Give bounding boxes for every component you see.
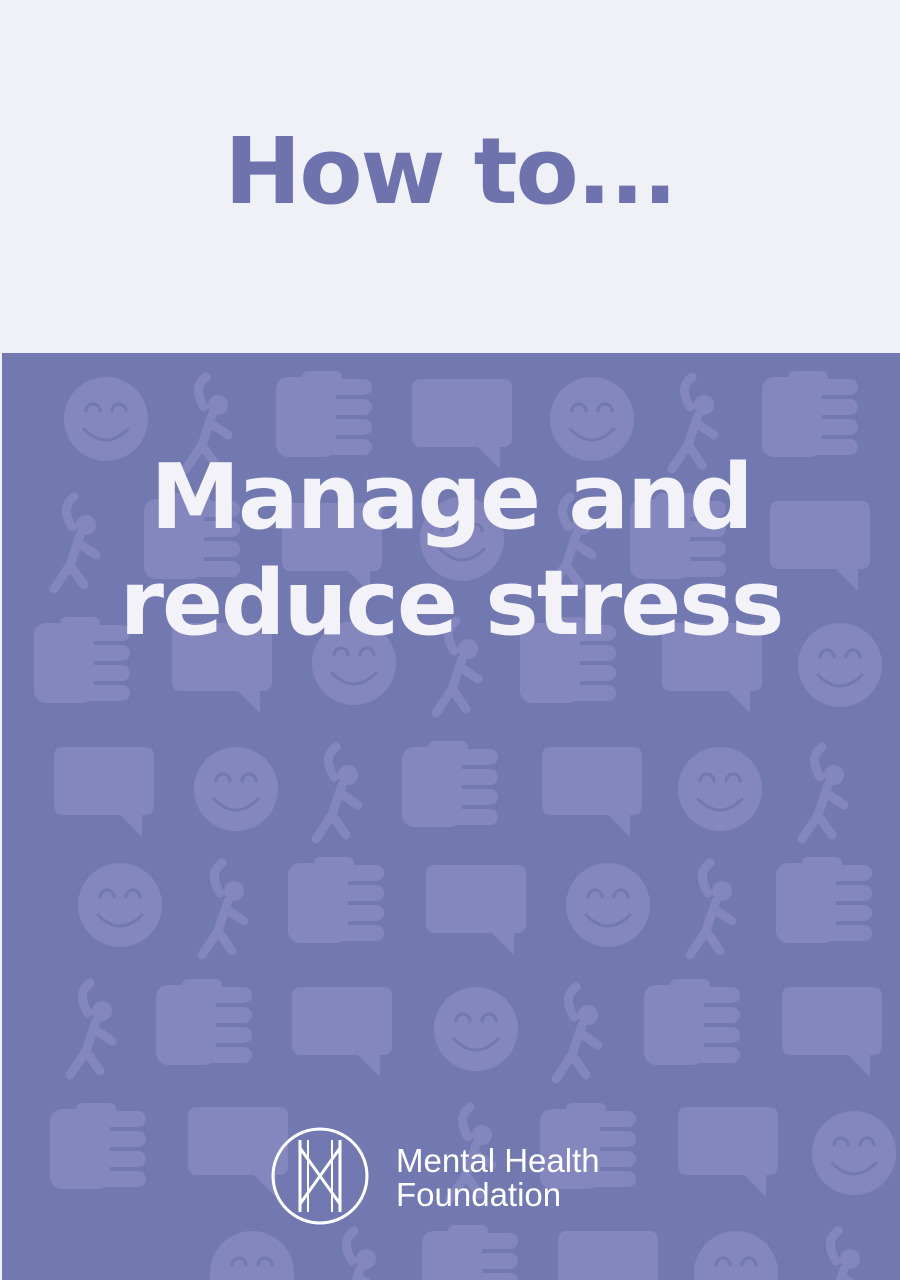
logo-wordmark: Mental Health Foundation (396, 1144, 600, 1212)
cover-title-line2: reduce stress (119, 551, 785, 656)
mh-monogram-icon (271, 1127, 369, 1225)
cover-title: Manage and reduce stress (2, 445, 900, 657)
foundation-logo: Mental Health Foundation (270, 1126, 650, 1226)
cover-panel: Manage and reduce stress Mental Health F… (2, 353, 900, 1280)
logo-line2: Foundation (396, 1176, 562, 1213)
cover-title-line1: Manage and (150, 445, 753, 550)
kicker-heading: How to... (224, 118, 677, 225)
logo-line1: Mental Health (396, 1142, 600, 1179)
header-band: How to... (0, 0, 900, 353)
